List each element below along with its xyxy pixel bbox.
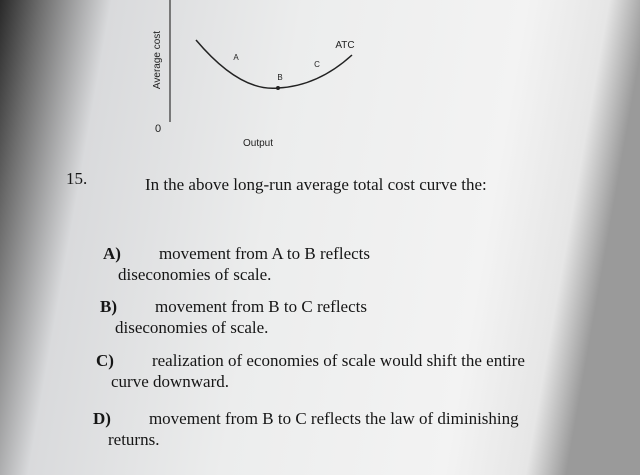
atc-curve [195,39,353,90]
option: D) movement from B to C reflects the law … [93,408,558,450]
option-text: movement from B to C reflects diseconomi… [115,297,367,337]
question-stem: In the above long-run average total cost… [145,175,487,194]
option: A) movement from A to B reflects disecono… [103,243,463,285]
option: B) movement from B to C reflects disecono… [100,296,460,338]
option-letter: B) [100,297,117,316]
option: C) realization of economies of scale woul… [96,350,536,392]
option-letter: D) [93,409,111,428]
option-letter: A) [103,244,121,263]
x-axis-label: Output [243,138,273,149]
origin-label: 0 [155,123,161,135]
curve-label: ATC [335,40,354,51]
point-label: C [314,60,320,69]
option-text: realization of economies of scale would … [111,351,525,391]
option-text: movement from A to B reflects diseconomi… [118,244,370,284]
figure: Average cost 0 Output ATC A B C [152,0,355,149]
point-label: A [233,53,239,62]
question-number: 15. [66,169,88,188]
point-label: B [277,73,282,82]
point [276,86,280,90]
option-letter: C) [96,351,114,370]
y-axis-label: Average cost [152,31,163,89]
option-text: movement from B to C reflects the law of… [108,409,519,449]
